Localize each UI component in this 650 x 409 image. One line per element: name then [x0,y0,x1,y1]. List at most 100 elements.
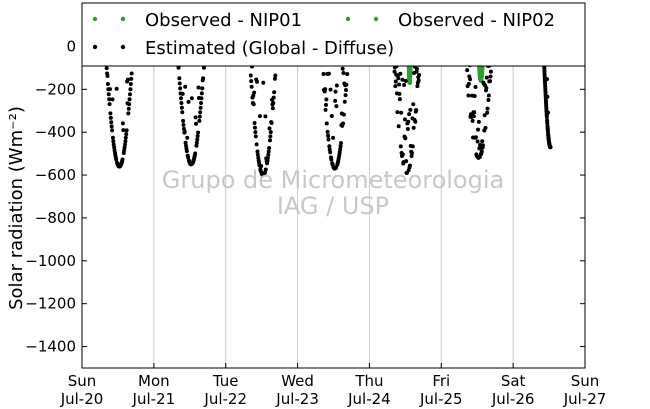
data-point [254,142,259,147]
data-point [180,110,185,115]
data-point [466,81,471,86]
data-point [181,122,186,127]
data-point [407,163,412,168]
data-point [326,133,331,138]
data-point [266,149,271,154]
data-point [546,110,551,115]
data-point [195,134,200,139]
x-tick-label-day: Sun [68,372,97,390]
data-point [179,101,184,106]
data-point [406,119,411,124]
data-point [329,114,334,119]
data-point [110,135,115,140]
data-point [415,84,420,89]
data-point [333,165,338,170]
x-tick-label-day: Wed [281,372,314,390]
data-point [409,153,414,158]
data-point [545,94,550,99]
data-point [544,77,549,82]
data-point [200,86,205,91]
data-point [475,139,480,144]
watermark: Grupo de Micrometeorologia IAG / USP [162,166,504,220]
legend-label: Observed - NIP02 [398,10,555,31]
data-point [413,119,418,124]
data-point [105,73,110,78]
data-point [411,102,416,107]
data-point [476,127,481,132]
data-point [128,87,133,92]
data-point [251,102,256,107]
legend-label: Observed - NIP01 [145,10,302,31]
data-point [271,95,276,100]
data-point [259,164,264,169]
data-point [472,110,477,115]
data-point [252,120,257,125]
data-point [128,82,133,87]
data-point [177,76,182,81]
data-point [122,145,127,150]
data-point [121,128,126,133]
y-tick-label: 0 [66,37,76,55]
data-point [331,135,336,140]
data-point [334,83,339,88]
data-point [182,129,187,134]
data-point [263,114,268,119]
data-point [111,139,116,144]
data-point [480,139,485,144]
data-point [108,111,113,116]
data-point [129,71,134,76]
data-point [127,102,132,107]
data-point [195,137,200,142]
data-point [199,96,204,101]
data-point [198,110,203,115]
data-point [341,121,346,126]
x-tick-label-day: Tue [212,372,239,390]
data-point [396,124,401,129]
data-point [484,75,489,80]
data-point [482,113,487,118]
data-point [255,149,260,154]
data-point [268,130,273,135]
data-point [410,150,415,155]
data-point [255,79,260,84]
data-point [199,91,204,96]
data-point [183,84,188,89]
data-point [186,155,191,160]
data-point [107,97,112,102]
x-tick-label-date: Jul-21 [132,390,176,408]
data-point [185,135,190,140]
data-point [263,167,268,172]
data-point [408,107,413,112]
data-point [107,102,112,107]
data-point [403,78,408,83]
data-point [123,139,128,144]
data-point [196,130,201,135]
data-point [124,128,129,133]
data-point [178,86,183,91]
data-point [110,128,115,133]
grid-layer [153,40,514,368]
data-point [194,140,199,145]
data-point [328,150,333,155]
legend-box [81,2,586,67]
data-point [267,126,272,131]
data-point [261,80,266,85]
data-point [267,146,272,151]
data-point [122,142,127,147]
legend-marker [92,44,98,50]
data-point [186,99,191,104]
x-tick-label-day: Thu [354,372,383,390]
data-point [415,66,420,71]
data-point [392,69,397,74]
x-tick-label-date: Jul-22 [203,390,247,408]
data-point [341,112,346,117]
data-point [267,138,272,143]
data-point [253,134,258,139]
data-point [333,98,338,103]
legend-marker [120,16,126,22]
ticks-layer: SunJul-20MonJul-21TueJul-22WedJul-23ThuJ… [25,37,606,408]
data-point [252,125,257,130]
data-point [393,79,398,84]
data-point [201,76,206,81]
data-point [110,97,115,102]
